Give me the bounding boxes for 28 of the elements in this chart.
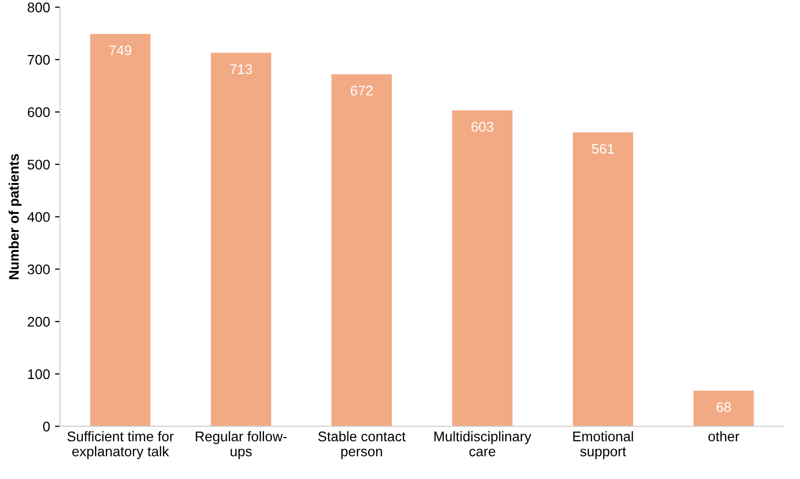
bar	[452, 110, 512, 426]
y-tick-label: 700	[28, 54, 50, 65]
x-tick-label: other	[708, 431, 740, 442]
data-label: 749	[109, 45, 132, 56]
x-tick-label: Emotional support	[573, 431, 633, 460]
bar	[332, 74, 392, 426]
data-label: 713	[230, 64, 252, 74]
y-tick-label: 200	[28, 316, 50, 327]
y-tick-label: 800	[28, 2, 50, 12]
y-axis-title: Number of patients	[8, 154, 22, 280]
data-label: 561	[592, 144, 614, 154]
x-tick-label: Regular follow- ups	[196, 431, 287, 460]
x-tick-label: Stable contact person	[318, 431, 406, 460]
bar	[90, 34, 150, 426]
y-tick-label: 300	[28, 264, 50, 274]
x-tick-label: Multidisciplinary care	[434, 431, 532, 456]
data-label: 672	[350, 86, 373, 96]
y-tick-label: 600	[28, 107, 50, 118]
y-tick-label: 500	[28, 160, 50, 170]
bar	[210, 52, 272, 426]
bar	[572, 132, 634, 426]
y-tick-label: 400	[27, 212, 50, 222]
y-tick-label: 100	[28, 369, 50, 380]
y-tick-label: 0	[43, 422, 50, 432]
data-label: 603	[471, 122, 494, 132]
x-tick-label: Sufficient time for explanatory talk	[67, 431, 174, 460]
bar	[694, 390, 754, 426]
data-label: 68	[716, 402, 731, 412]
